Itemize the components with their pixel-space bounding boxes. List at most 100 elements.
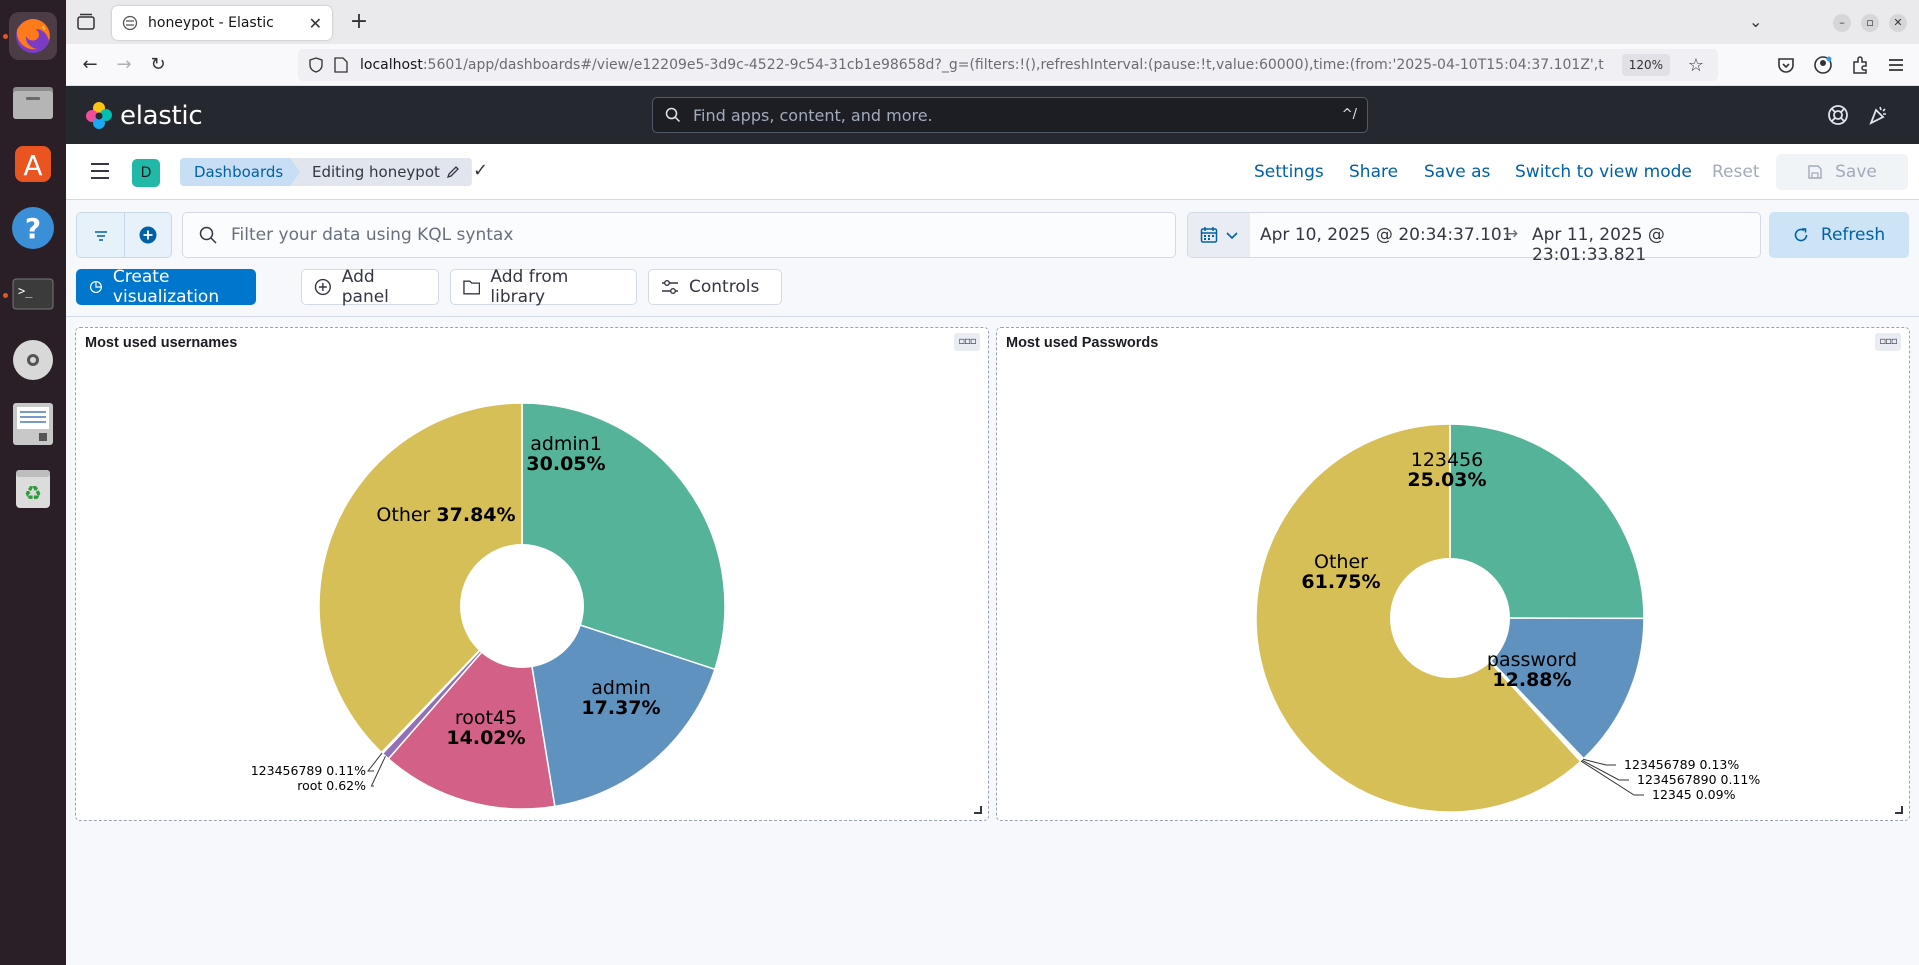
donut-hole (1390, 558, 1510, 678)
reload-icon[interactable]: ↻ (150, 54, 166, 75)
switch-to-view-mode-link[interactable]: Switch to view mode (1515, 162, 1692, 182)
leader-line-123456789 (1582, 758, 1616, 766)
files-icon[interactable] (9, 78, 57, 126)
shield-icon[interactable] (308, 57, 324, 73)
slice-small-label-12345: 12345 0.09% (1652, 787, 1736, 802)
minimize-icon[interactable]: – (1833, 14, 1851, 32)
add-filter-icon[interactable] (138, 225, 158, 245)
help-icon[interactable]: ? (9, 204, 57, 252)
share-link[interactable]: Share (1349, 162, 1399, 182)
panel-options-icon[interactable]: ▫▫▫ (1875, 333, 1901, 351)
pie-slice-admin[interactable] (521, 604, 716, 808)
help-lifebuoy-icon[interactable] (1826, 103, 1850, 127)
slice-label-other: Other 37.84% (376, 504, 515, 526)
kql-search-input[interactable]: Filter your data using KQL syntax (182, 212, 1176, 258)
firefox-icon[interactable] (9, 12, 57, 60)
date-start[interactable]: Apr 10, 2025 @ 20:34:37.101 (1260, 225, 1513, 245)
pocket-icon[interactable] (1776, 55, 1796, 75)
reset-link[interactable]: Reset (1712, 162, 1760, 182)
extensions-icon[interactable] (1850, 55, 1870, 75)
forward-icon[interactable]: → (116, 54, 132, 75)
slice-pct-admin: 17.37% (581, 697, 660, 719)
search-icon (199, 226, 217, 244)
maximize-icon[interactable]: ▫ (1861, 14, 1879, 32)
panel-title: Most used usernames (85, 335, 238, 351)
panel-most-used-passwords[interactable]: Most used Passwords ▫▫▫ 123456 25.03% pass… (996, 327, 1910, 821)
url-path: :5601/app/dashboards#/view/e12209e5-3d9c… (422, 57, 1604, 73)
leader-line-12345 (1580, 760, 1644, 796)
space-avatar[interactable]: D (132, 159, 160, 187)
svg-text:?: ? (25, 212, 41, 245)
slice-label-admin1: admin1 (530, 433, 602, 455)
terminal-icon[interactable]: >_ (9, 270, 57, 318)
resize-handle-icon[interactable] (1895, 806, 1903, 814)
trash-icon[interactable]: ♻ (9, 464, 57, 512)
browser-tab[interactable]: honeypot - Elastic ✕ (112, 6, 332, 40)
folder-icon (463, 280, 481, 295)
breadcrumb-dashboards[interactable]: Dashboards (180, 158, 305, 186)
chevron-down-icon[interactable]: ⌄ (1749, 12, 1763, 31)
elastic-favicon-icon (122, 15, 138, 31)
address-bar[interactable]: localhost:5601/app/dashboards#/view/e122… (298, 49, 1718, 81)
refresh-button[interactable]: Refresh (1769, 212, 1909, 258)
panel-most-used-usernames[interactable]: Most used usernames ▫▫▫ admin1 30.05% admi… (75, 327, 989, 821)
pie-slice-other[interactable] (318, 402, 523, 754)
add-from-library-label: Add from library (490, 267, 569, 307)
breadcrumb-editing-honeypot[interactable]: Editing honeypot (290, 158, 472, 186)
slice-pct-admin1: 30.05% (526, 453, 605, 475)
account-icon[interactable] (1813, 55, 1833, 75)
quick-date-menu[interactable] (1188, 213, 1250, 257)
elastic-logo[interactable]: elastic (84, 101, 203, 131)
panel-title: Most used Passwords (1006, 335, 1159, 351)
news-feed-icon[interactable] (1866, 103, 1890, 127)
url-host: localhost (360, 57, 423, 73)
svg-text:>_: >_ (18, 284, 33, 298)
controls-button[interactable]: Controls (648, 269, 782, 305)
save-button-label: Save (1835, 162, 1877, 182)
bookmark-star-icon[interactable]: ☆ (1687, 55, 1704, 76)
app-header: D Dashboards Editing honeypot ✓ Settings… (66, 144, 1919, 200)
tab-bar: honeypot - Elastic ✕ + ⌄ – ▫ ✕ (66, 0, 1919, 44)
global-search-input[interactable]: Find apps, content, and more. ^/ (652, 97, 1368, 133)
tab-close-icon[interactable]: ✕ (308, 13, 322, 33)
create-visualization-label: Create visualization (112, 267, 220, 307)
resize-handle-icon[interactable] (974, 806, 982, 814)
controls-icon (662, 280, 678, 294)
disc-icon[interactable] (9, 336, 57, 384)
page-icon[interactable] (334, 57, 348, 73)
slice-pct-root45: 14.02% (446, 727, 525, 749)
new-tab-icon[interactable]: + (349, 9, 369, 34)
settings-link[interactable]: Settings (1254, 162, 1324, 182)
panel-options-icon[interactable]: ▫▫▫ (954, 333, 980, 351)
slice-label-other: Other (1314, 551, 1368, 573)
refresh-label: Refresh (1820, 225, 1886, 245)
office-document-icon[interactable] (9, 400, 57, 448)
donut-hole (460, 544, 584, 668)
save-button[interactable]: Save (1776, 154, 1908, 190)
hamburger-menu-icon[interactable] (90, 162, 110, 180)
back-icon[interactable]: ← (82, 54, 98, 75)
slice-pct-123456: 25.03% (1407, 469, 1486, 491)
pie-slice-123456[interactable] (1449, 423, 1645, 620)
add-panel-label: Add panel (341, 267, 389, 307)
controls-label: Controls (689, 277, 760, 297)
add-from-library-button[interactable]: Add from library (450, 267, 637, 307)
search-shortcut: ^/ (1341, 107, 1357, 122)
date-end[interactable]: Apr 11, 2025 @ 23:01:33.821 (1532, 225, 1665, 265)
close-window-icon[interactable]: ✕ (1889, 14, 1907, 32)
tab-list-icon[interactable] (76, 12, 96, 32)
chevron-down-icon (1226, 232, 1238, 240)
date-picker: Apr 10, 2025 @ 20:34:37.101 → Apr 11, 20… (1187, 212, 1761, 265)
filter-menu-icon[interactable] (94, 230, 108, 242)
menu-icon[interactable] (1886, 55, 1906, 75)
slice-small-label-root: root 0.62% (297, 778, 366, 793)
app-center-icon[interactable]: A (9, 140, 57, 188)
slice-small-label-1234567890: 1234567890 0.11% (1637, 772, 1760, 787)
zoom-badge[interactable]: 120% (1621, 54, 1670, 76)
add-panel-button[interactable]: Add panel (301, 267, 439, 307)
save-as-link[interactable]: Save as (1424, 162, 1491, 182)
checkmark-icon[interactable]: ✓ (473, 160, 489, 181)
create-visualization-button[interactable]: Create visualization (76, 267, 256, 307)
